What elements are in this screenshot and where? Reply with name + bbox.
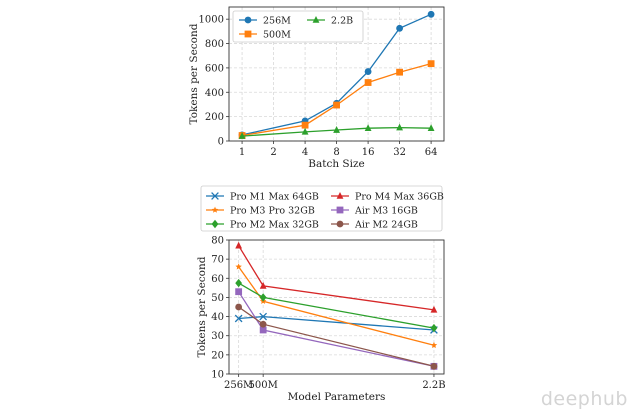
data-point [301, 121, 309, 129]
legend-marker [312, 16, 320, 23]
legend-marker [244, 16, 252, 24]
series-line [238, 245, 435, 311]
y-tick-label: 70 [211, 255, 224, 266]
data-point [364, 124, 372, 132]
legend-label: 500M [263, 30, 291, 41]
chart-batch-size: 0 200 400 600 800 1000 1 2 4 8 16 32 64 Batch Size Tok… [188, 6, 445, 170]
legend: Pro M1 Max 64GB Pro M4 Max 36GB Pro M3 Pro… [200, 185, 444, 232]
data-point [333, 126, 340, 133]
legend-box [200, 185, 443, 232]
y-tick-label: 400 [205, 88, 224, 99]
data-point [259, 326, 267, 334]
data-point [364, 68, 372, 75]
legend: 256M 500M 2.2B [232, 10, 364, 43]
legend-marker [336, 220, 344, 228]
data-point [235, 303, 243, 311]
y-tick-label: 60 [211, 274, 224, 285]
data-point [259, 293, 267, 302]
data-point [235, 241, 243, 249]
x-tick-label: 500M [248, 380, 277, 391]
data-point [235, 263, 242, 270]
y-tick-label: 80 [211, 236, 224, 247]
data-point [333, 101, 340, 109]
x-axis-label: Batch Size [308, 158, 364, 170]
x-tick-label: 4 [302, 147, 308, 158]
data-point [427, 10, 435, 18]
x-tick-label: 8 [333, 147, 339, 158]
y-tick-label: 0 [218, 137, 224, 148]
data-point [238, 132, 246, 139]
legend-marker [336, 206, 344, 214]
data-point [259, 281, 267, 289]
legend-label: Pro M3 Pro 32GB [230, 206, 315, 217]
x-tick-label: 1 [239, 147, 245, 158]
data-point [396, 68, 403, 76]
x-tick-label: 64 [425, 147, 438, 158]
series-2-2b [238, 123, 435, 139]
legend-marker [244, 30, 252, 38]
legend-label: 256M [263, 16, 291, 27]
y-tick-label: 1000 [199, 15, 224, 26]
y-tick-label: 30 [211, 331, 224, 342]
data-point [364, 79, 372, 86]
series-air-m2-24gb [235, 303, 438, 370]
series-line [241, 62, 432, 137]
legend-label: 2.2B [331, 16, 353, 27]
plot-frame [228, 239, 445, 375]
data-point [430, 362, 438, 370]
data-point [235, 278, 243, 288]
data-point [427, 60, 435, 68]
legend-label: Pro M4 Max 36GB [355, 192, 444, 203]
series-line [241, 13, 432, 136]
legend-box [232, 10, 364, 43]
legend-marker [211, 219, 219, 229]
legend-label: Pro M2 Max 32GB [230, 220, 319, 231]
series-pro-m2-max-32gb [235, 278, 438, 333]
data-point [396, 24, 403, 32]
data-point [427, 124, 435, 132]
legend-marker [211, 206, 219, 213]
y-tick-label: 10 [211, 370, 224, 381]
series-line [242, 126, 432, 137]
series-pro-m4-max-36gb [235, 241, 438, 313]
legend-label: Air M3 16GB [354, 206, 418, 217]
data-point [301, 127, 309, 135]
watermark-text: deephub [540, 388, 628, 410]
y-tick-label: 800 [205, 39, 224, 50]
data-point [430, 323, 438, 333]
y-axis-label: Tokens per Second [188, 23, 200, 124]
y-axis-label: Tokens per Second [196, 256, 208, 357]
x-tick-label: 256M [224, 380, 253, 391]
x-tick-label: 16 [362, 147, 375, 158]
x-tick-label: 32 [393, 147, 406, 158]
legend-label: Pro M1 Max 64GB [230, 192, 319, 203]
data-point [430, 305, 438, 313]
x-tick-label: 2.2B [422, 380, 445, 391]
y-tick-label: 50 [211, 293, 224, 304]
legend-label: Air M2 24GB [354, 220, 418, 231]
legend-marker [336, 192, 344, 199]
data-point [235, 288, 243, 296]
data-point [396, 123, 403, 131]
data-point [234, 314, 243, 323]
data-point [259, 312, 268, 321]
x-axis-label: Model Parameters [288, 391, 386, 403]
y-tick-label: 600 [205, 63, 224, 74]
legend-marker [211, 192, 219, 200]
data-point [430, 341, 438, 349]
series-line [238, 306, 435, 367]
y-tick-label: 200 [205, 112, 224, 123]
y-tick-label: 40 [211, 312, 224, 323]
data-point [259, 320, 267, 328]
y-tick-label: 20 [211, 350, 224, 361]
x-tick-label: 2 [270, 147, 276, 158]
